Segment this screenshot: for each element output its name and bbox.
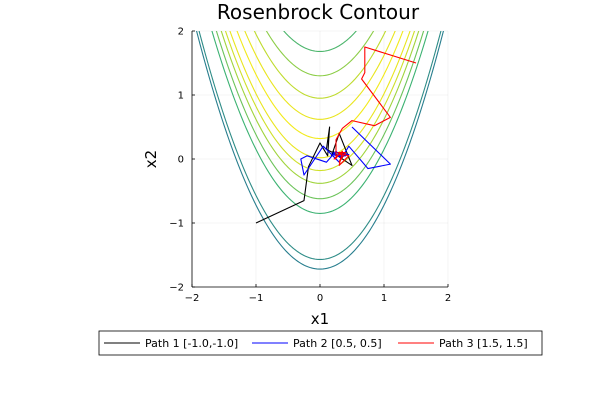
contour-line [236,31,404,140]
optimization-paths [255,46,417,224]
contour-line [224,31,416,172]
y-tick-label: 2 [178,27,184,38]
contour-line [211,31,429,214]
legend-label-2: Path 2 [0.5, 0.5] [293,337,382,350]
contour-lines [195,31,445,270]
y-tick-label: −2 [169,283,184,294]
contour-line [220,31,420,184]
contour-line [265,31,375,77]
contour-line [283,31,357,53]
contour-line [253,31,387,99]
y-tick-label: 1 [178,91,184,102]
x-tick-label: 0 [317,293,323,304]
x-tick-label: −2 [185,293,200,304]
contour-line [229,31,411,159]
x-axis-label: x1 [311,310,329,328]
legend-box [98,330,543,356]
contour-line [244,31,396,120]
y-axis-ticks: −2 −1 0 1 2 [169,27,195,294]
x-tick-label: −1 [249,293,264,304]
chart-title: Rosenbrock Contour [217,0,420,24]
legend-label-3: Path 3 [1.5, 1.5] [439,337,528,350]
y-tick-label: 0 [178,155,184,166]
x-tick-label: 2 [445,293,451,304]
path-3-line [333,46,417,166]
x-axis-ticks: −2 −1 0 1 2 [185,284,451,304]
legend: Path 1 [-1.0,-1.0] Path 2 [0.5, 0.5] Path … [98,330,543,356]
y-axis-label: x2 [142,150,160,168]
x-tick-label: 1 [381,293,387,304]
legend-label-1: Path 1 [-1.0,-1.0] [145,337,238,350]
y-tick-label: −1 [169,219,184,230]
contour-line [198,31,442,261]
contour-line [195,31,445,270]
contour-line [215,31,425,200]
